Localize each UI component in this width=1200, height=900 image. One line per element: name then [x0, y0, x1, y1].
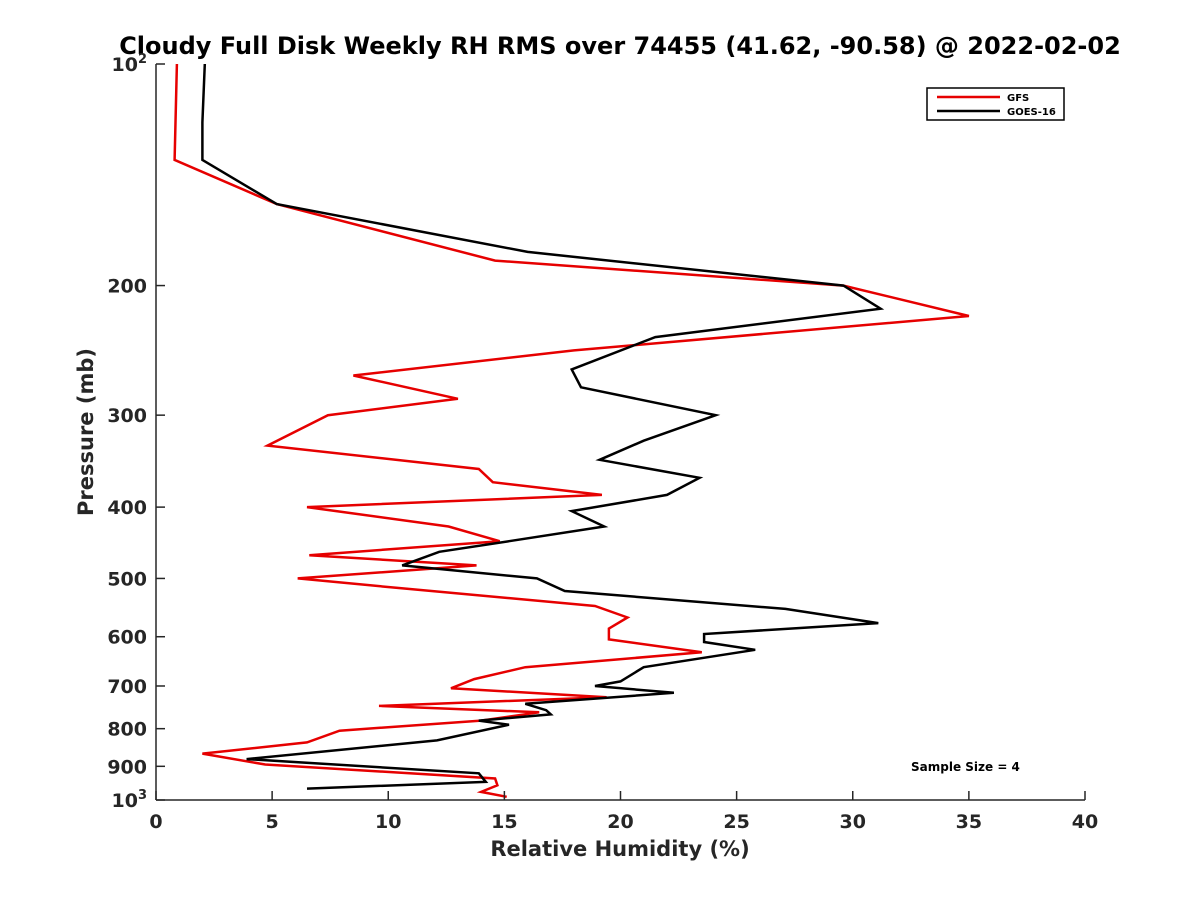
x-axis-label: Relative Humidity (%): [490, 837, 749, 861]
x-tick-label: 35: [956, 811, 982, 833]
y-tick-label: 700: [107, 676, 147, 698]
sample-size-annotation: Sample Size = 4: [911, 760, 1020, 774]
y-tick-label: 900: [107, 756, 147, 778]
x-tick-label: 20: [607, 811, 633, 833]
legend: GFS GOES-16: [926, 87, 1065, 121]
y-tick-label: 102: [112, 52, 148, 76]
y-tick-label: 500: [107, 568, 147, 590]
x-tick-label: 0: [149, 811, 162, 833]
x-tick-label: 15: [491, 811, 517, 833]
x-tick-label: 30: [840, 811, 866, 833]
x-tick-label: 10: [375, 811, 401, 833]
x-tick-label: 25: [723, 811, 749, 833]
y-tick-label: 400: [107, 497, 147, 519]
y-axis-label: Pressure (mb): [74, 348, 98, 516]
x-tick-label: 40: [1072, 811, 1098, 833]
y-tick-label: 800: [107, 719, 147, 741]
series-layer: [173, 63, 970, 799]
y-tick-label: 300: [107, 405, 147, 427]
ticks-layer: 0 5 10 15 20 25 30 35 40 102 200 300 400 500 600 700 800…: [107, 52, 1098, 833]
legend-label-gfs: GFS: [1007, 93, 1029, 104]
y-tick-label: 600: [107, 627, 147, 649]
legend-label-goes16: GOES-16: [1007, 107, 1056, 118]
series-line-gfs: [173, 63, 970, 799]
y-tick-label: 103: [112, 788, 148, 812]
chart-title: Cloudy Full Disk Weekly RH RMS over 7445…: [119, 32, 1121, 60]
y-tick-label: 200: [107, 276, 147, 298]
series-line-goes16: [201, 63, 885, 790]
legend-box: [926, 87, 1065, 121]
x-tick-label: 5: [266, 811, 279, 833]
